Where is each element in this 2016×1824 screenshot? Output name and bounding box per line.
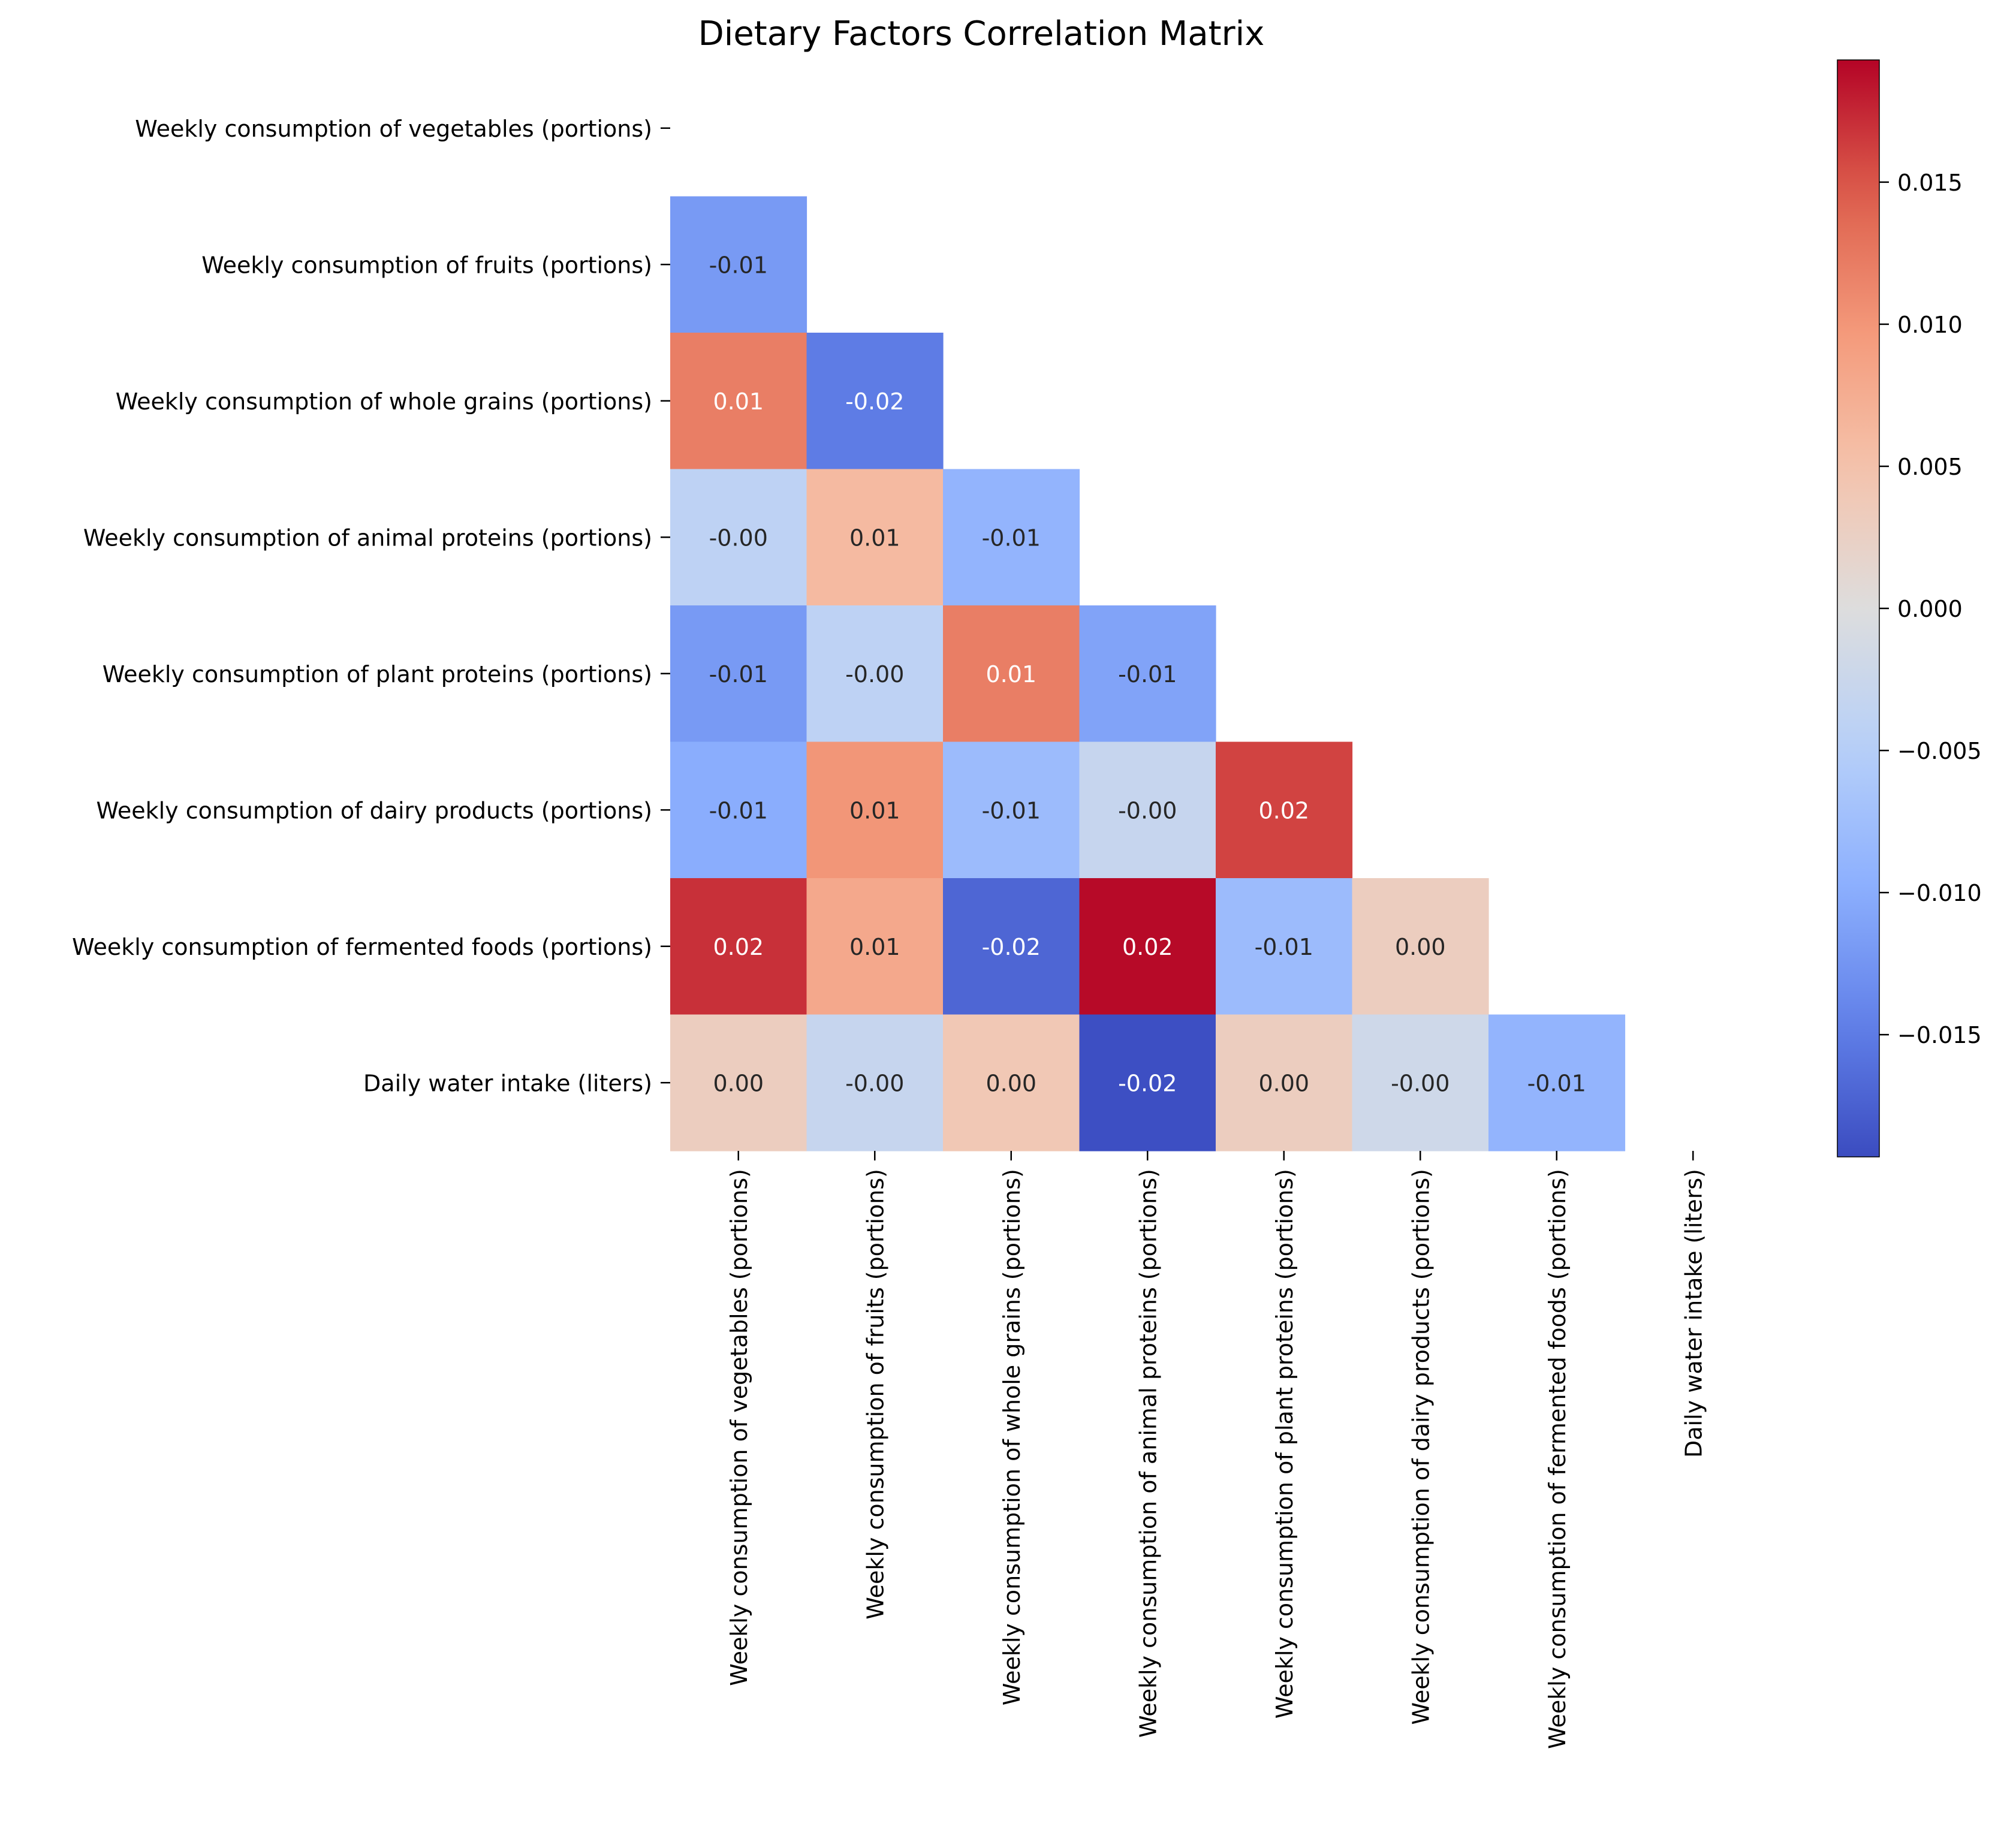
heatmap-cell-r5-c1	[806, 741, 944, 879]
x-tick-label-7: Daily water intake (liters)	[1680, 1169, 1707, 1458]
x-tick-label-1: Weekly consumption of fruits (portions)	[862, 1169, 888, 1620]
colorbar-tick-label-6: −0.015	[1897, 1022, 1982, 1048]
cell-label-r6-c3: 0.02	[1122, 934, 1173, 960]
heatmap-cell-r4-c0	[670, 605, 807, 743]
colorbar: 0.015 0.010 0.005 0.000 −0.005 −0.010 −0.015	[1837, 59, 1982, 1157]
heatmap-cell-r3-c0	[670, 469, 807, 606]
x-axis: Weekly consumption of vegetables (portio…	[726, 1151, 1707, 1749]
x-tick-label-5: Weekly consumption of dairy products (po…	[1408, 1169, 1434, 1724]
colorbar-tick-label-2: 0.005	[1897, 454, 1963, 480]
colorbar-tick-label-4: −0.005	[1897, 738, 1982, 764]
heatmap-cell-r6-c2	[943, 878, 1080, 1015]
y-tick-label-4: Weekly consumption of plant proteins (po…	[103, 661, 652, 688]
cell-label-r3-c2: -0.01	[982, 524, 1041, 551]
cell-label-r3-c1: 0.01	[849, 524, 900, 551]
heatmap-cell-r6-c3	[1079, 878, 1216, 1015]
heatmap-cell-r6-c5	[1352, 878, 1489, 1015]
heatmap-cell-r5-c3	[1079, 741, 1216, 879]
colorbar-tick-label-1: 0.010	[1897, 312, 1963, 338]
heatmap-cell-r7-c0	[670, 1014, 807, 1151]
heatmap-cell-r7-c5	[1352, 1014, 1489, 1151]
y-tick-label-2: Weekly consumption of whole grains (port…	[116, 388, 652, 415]
heatmap-cell-r4-c3	[1079, 605, 1216, 743]
heatmap-cell-r2-c0	[670, 333, 807, 470]
heatmap-cell-r2-c1	[806, 333, 944, 470]
cell-label-r5-c1: 0.01	[849, 797, 900, 824]
cell-label-r7-c2: 0.00	[986, 1070, 1036, 1096]
y-tick-label-6: Weekly consumption of fermented foods (p…	[72, 934, 652, 960]
colorbar-tick-label-5: −0.010	[1897, 880, 1982, 906]
heatmap-cell-r5-c0	[670, 741, 807, 879]
chart-title: Dietary Factors Correlation Matrix	[698, 14, 1265, 53]
heatmap-cell-r7-c4	[1216, 1014, 1353, 1151]
cell-label-r6-c2: -0.02	[982, 934, 1041, 960]
cell-label-r5-c4: 0.02	[1258, 797, 1309, 824]
cell-label-r5-c3: -0.00	[1118, 797, 1177, 824]
heatmap-cell-r7-c6	[1488, 1014, 1626, 1151]
cell-label-r7-c3: -0.02	[1118, 1070, 1177, 1096]
cell-label-r4-c0: -0.01	[709, 661, 768, 688]
cell-label-r7-c1: -0.00	[845, 1070, 904, 1096]
heatmap-cell-r3-c1	[806, 469, 944, 606]
y-tick-label-0: Weekly consumption of vegetables (portio…	[135, 116, 652, 142]
cell-label-r4-c2: 0.01	[986, 661, 1036, 688]
colorbar-tick-label-3: 0.000	[1897, 596, 1963, 622]
cell-label-r7-c6: -0.01	[1527, 1070, 1586, 1096]
cell-label-r5-c0: -0.01	[709, 797, 768, 824]
y-axis: Weekly consumption of vegetables (portio…	[72, 116, 670, 1096]
heatmap-cell-r6-c4	[1216, 878, 1353, 1015]
heatmap-cell-labels: -0.01 0.01 -0.02 -0.00 0.01 -0.01 -0.01 -0.00 0.…	[709, 252, 1586, 1096]
x-tick-label-3: Weekly consumption of animal proteins (p…	[1135, 1169, 1161, 1738]
x-tick-label-0: Weekly consumption of vegetables (portio…	[726, 1169, 752, 1686]
x-tick-label-2: Weekly consumption of whole grains (port…	[999, 1169, 1025, 1705]
cell-label-r3-c0: -0.00	[709, 524, 768, 551]
heatmap-cell-r6-c0	[670, 878, 807, 1015]
heatmap-cell-r3-c2	[943, 469, 1080, 606]
cell-label-r6-c1: 0.01	[849, 934, 900, 960]
cell-label-r2-c0: 0.01	[713, 388, 764, 415]
cell-label-r4-c3: -0.01	[1118, 661, 1177, 688]
colorbar-tick-label-0: 0.015	[1897, 170, 1963, 196]
y-tick-label-5: Weekly consumption of dairy products (po…	[97, 797, 652, 824]
y-tick-label-1: Weekly consumption of fruits (portions)	[201, 252, 652, 278]
colorbar-gradient	[1837, 60, 1879, 1157]
heatmap-cell-r5-c2	[943, 741, 1080, 879]
heatmap-cell-r4-c1	[806, 605, 944, 743]
cell-label-r7-c0: 0.00	[713, 1070, 764, 1096]
heatmap-cell-r7-c2	[943, 1014, 1080, 1151]
cell-label-r5-c2: -0.01	[982, 797, 1041, 824]
heatmap-cell-r1-c0	[670, 196, 807, 333]
heatmap-cell-r5-c4	[1216, 741, 1353, 879]
heatmap-cell-r4-c2	[943, 605, 1080, 743]
cell-label-r1-c0: -0.01	[709, 252, 768, 278]
heatmap-cell-r6-c1	[806, 878, 944, 1015]
cell-label-r4-c1: -0.00	[845, 661, 904, 688]
cell-label-r7-c4: 0.00	[1258, 1070, 1309, 1096]
cell-label-r6-c5: 0.00	[1395, 934, 1446, 960]
y-tick-label-3: Weekly consumption of animal proteins (p…	[83, 524, 652, 551]
cell-label-r6-c0: 0.02	[713, 934, 764, 960]
heatmap-cells	[670, 196, 1626, 1151]
cell-label-r6-c4: -0.01	[1255, 934, 1313, 960]
y-tick-label-7: Daily water intake (liters)	[363, 1070, 652, 1096]
x-tick-label-6: Weekly consumption of fermented foods (p…	[1544, 1169, 1571, 1749]
heatmap-cell-r7-c3	[1079, 1014, 1216, 1151]
heatmap-cell-r7-c1	[806, 1014, 944, 1151]
cell-label-r7-c5: -0.00	[1391, 1070, 1450, 1096]
cell-label-r2-c1: -0.02	[845, 388, 904, 415]
x-tick-label-4: Weekly consumption of plant proteins (po…	[1271, 1169, 1298, 1719]
